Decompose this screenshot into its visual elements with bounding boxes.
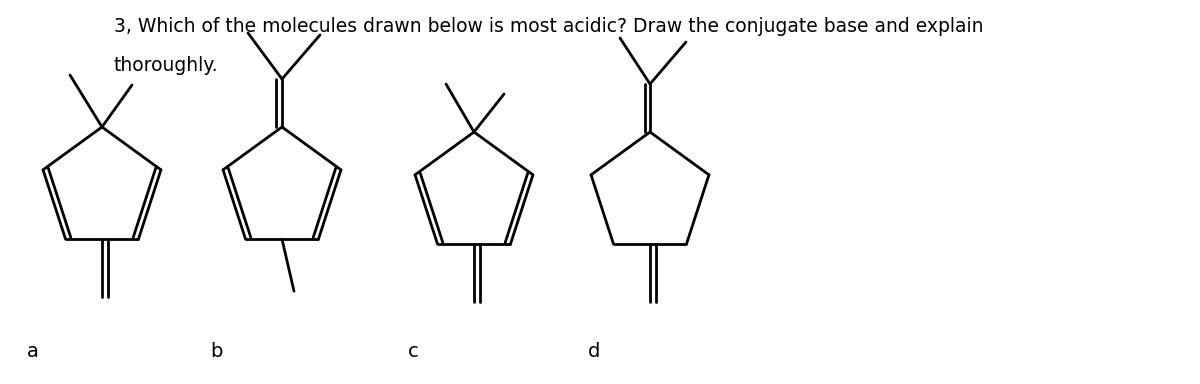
Text: 3, Which of the molecules drawn below is most acidic? Draw the conjugate base an: 3, Which of the molecules drawn below is… — [114, 17, 984, 36]
Text: b: b — [210, 342, 222, 361]
Text: a: a — [26, 342, 38, 361]
Text: thoroughly.: thoroughly. — [114, 56, 218, 74]
Text: c: c — [408, 342, 419, 361]
Text: d: d — [588, 342, 600, 361]
